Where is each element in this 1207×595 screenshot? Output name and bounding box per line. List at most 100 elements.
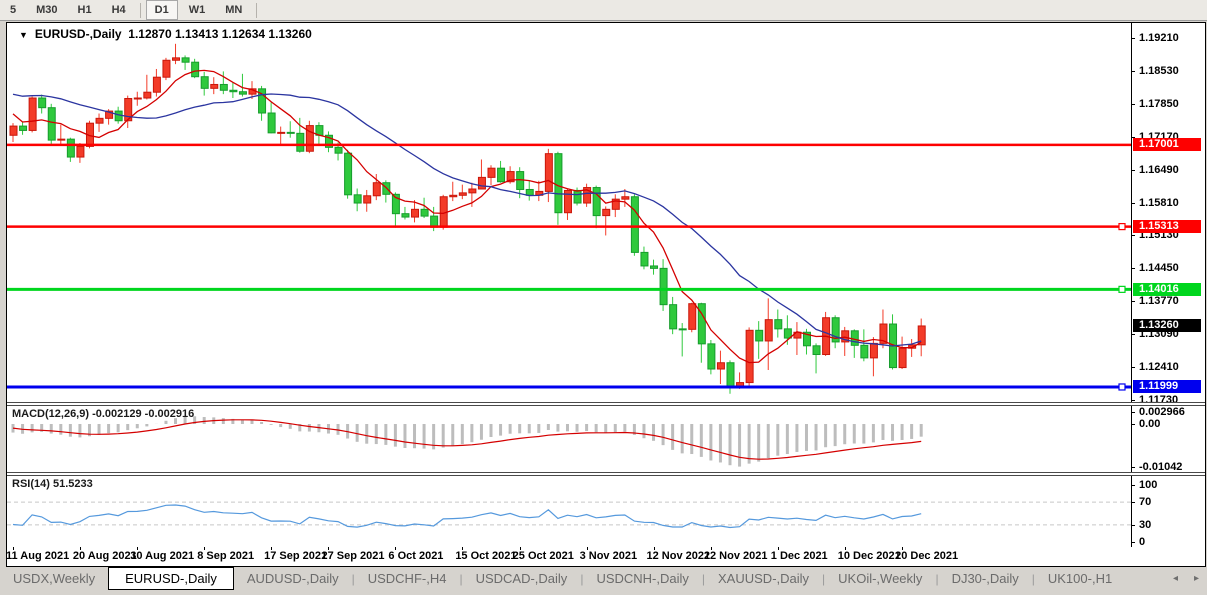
chart-tab-eurusd-daily[interactable]: EURUSD-,Daily [108,567,234,590]
price-axis-tick [1132,334,1135,336]
timeframe-button-h4[interactable]: H4 [111,4,126,16]
date-axis-label: 1 Dec 2021 [770,550,828,562]
level-line-handle[interactable] [1118,222,1126,231]
current-price-label: 1.13260 [1133,319,1201,333]
ma-slow-line [12,93,922,347]
date-axis-label: 17 Sep 2021 [264,550,328,562]
tab-separator: | [935,571,939,586]
toolbar-separator [139,2,141,18]
date-axis-label: 8 Sep 2021 [197,550,255,562]
price-axis-tick [1132,202,1135,204]
rsi-axis-tick [1132,502,1135,504]
date-axis-tick [844,547,846,550]
date-axis-tick [13,547,14,550]
tab-scroll-right-icon[interactable]: ▸ [1193,573,1199,584]
rsi-chart [7,501,1131,529]
timeframe-button-5[interactable]: 5 [10,4,17,16]
date-axis-tick [137,547,139,550]
chart-tab-usdx-weekly[interactable]: USDX,Weekly [13,571,96,586]
date-axis-tick [519,547,521,550]
pane-splitter[interactable] [7,402,1205,406]
price-axis-tick [1132,235,1135,237]
date-axis-label: 10 Dec 2021 [837,550,901,562]
price-axis-label: 1.13770 [1139,295,1179,308]
pane-splitter[interactable] [7,472,1205,476]
macd-axis-label: 0.00 [1139,418,1161,430]
rsi-line [12,504,922,529]
chart-symbol-title: ▼ EURUSD-,Daily 1.12870 1.13413 1.12634 1… [19,27,312,41]
price-axis-label: 1.15810 [1139,196,1179,209]
chart-ohlc-values: 1.12870 1.13413 1.12634 1.13260 [128,27,312,41]
macd-axis-label: -0.01042 [1139,460,1183,472]
chart-dropdown-icon[interactable]: ▼ [19,30,28,40]
date-axis-label: 6 Oct 2021 [388,550,444,562]
price-axis-tick [1132,169,1135,171]
timeframe-button-m30[interactable]: M30 [36,4,58,16]
price-axis-tick [1132,268,1135,270]
candlestick-chart [7,43,1131,394]
chart-tabbar: USDX,Weekly EURUSD-,Daily AUDUSD-,Daily | US… [0,567,1207,590]
chart-tab-xauusd-daily[interactable]: XAUUSD-,Daily [718,571,810,586]
chart-tab-dj30-daily[interactable]: DJ30-,Daily [951,571,1019,586]
price-axis-label: 1.16490 [1139,163,1179,176]
price-axis-tick [1132,400,1135,401]
tab-scroll-left-icon[interactable]: ◂ [1172,573,1178,584]
rsi-indicator-area[interactable]: RSI(14) 51.5233 [7,476,1131,547]
rsi-label: RSI(14) 51.5233 [12,478,93,490]
macd-axis-label: 0.002966 [1139,406,1185,418]
rsi-axis-label: 0 [1139,536,1146,547]
level-price-label: 1.14016 [1133,282,1201,296]
macd-indicator-area[interactable]: MACD(12,26,9) -0.002129 -0.002916 [7,406,1131,472]
chart-tab-audusd-daily[interactable]: AUDUSD-,Daily [246,571,339,586]
toolbar-separator [256,2,258,18]
tab-separator: | [351,571,355,586]
tab-separator: | [701,571,706,586]
rsi-axis-tick [1132,542,1135,543]
rsi-axis-label: 100 [1139,479,1158,491]
timeframe-button-h1[interactable]: H1 [77,4,92,16]
price-axis-tick [1132,70,1135,72]
date-axis-label: 20 Aug 2021 [72,550,137,562]
level-line-handle[interactable] [1118,383,1126,391]
price-axis[interactable]: 1.19210 1.18530 1.17850 1.17170 1.16490 1.158… [1131,23,1205,402]
tab-separator: | [459,571,463,586]
timeframe-button-d1[interactable]: D1 [145,0,178,20]
chart-tab-ukoil-weekly[interactable]: UKOil-,Weekly [838,571,923,586]
tab-scroll-controls: ◂ ▸ [1173,567,1199,590]
date-axis-label: 3 Nov 2021 [579,550,638,562]
timeframe-toolbar: 5 M30 H1 H4 D1 W1 MN [0,0,1207,21]
chart-tab-usdcad-daily[interactable]: USDCAD-,Daily [475,571,568,586]
level-price-label: 1.17001 [1133,138,1201,152]
price-axis-label: 1.17850 [1139,97,1179,110]
chart-tab-usdcnh-daily[interactable]: USDCNH-,Daily [596,571,689,586]
macd-axis-tick [1132,466,1135,468]
macd-axis-tick [1132,424,1135,425]
macd-signal-line [12,419,922,460]
macd-label: MACD(12,26,9) -0.002129 -0.002916 [12,408,195,420]
date-axis-tick [710,547,712,550]
date-axis-label: 12 Nov 2021 [646,550,711,562]
timeframe-button-w1[interactable]: W1 [188,4,206,16]
rsi-axis-tick [1132,485,1135,486]
chart-window: ▼ EURUSD-,Daily 1.12870 1.13413 1.12634 1… [6,22,1206,567]
chart-tab-uk100-h1[interactable]: UK100-,H1 [1047,571,1113,586]
rsi-axis-tick [1132,524,1135,526]
chart-tab-usdchf-h4[interactable]: USDCHF-,H4 [367,571,447,586]
date-axis-tick [902,547,904,550]
rsi-axis-label: 30 [1139,518,1152,531]
timeframe-button-mn[interactable]: MN [225,4,243,16]
price-axis-label: 1.11730 [1139,394,1179,402]
level-line-handle[interactable] [1118,285,1126,293]
price-axis-tick [1132,103,1135,105]
price-axis-tick [1132,367,1135,369]
date-axis[interactable]: 11 Aug 2021 20 Aug 2021 30 Aug 2021 8 Sep 2… [6,547,1205,566]
macd-axis-tick [1132,411,1135,413]
date-axis-tick [395,547,397,550]
price-chart-area[interactable]: ▼ EURUSD-,Daily 1.12870 1.13413 1.12634 1… [7,23,1131,402]
date-axis-tick [79,547,81,550]
chart-symbol-label: EURUSD-,Daily [34,27,122,41]
price-axis-label: 1.19210 [1139,32,1179,44]
tab-separator: | [580,571,584,586]
macd-axis: 0.002966 0.00 -0.01042 [1131,406,1205,472]
date-axis-label: 25 Oct 2021 [512,550,574,562]
